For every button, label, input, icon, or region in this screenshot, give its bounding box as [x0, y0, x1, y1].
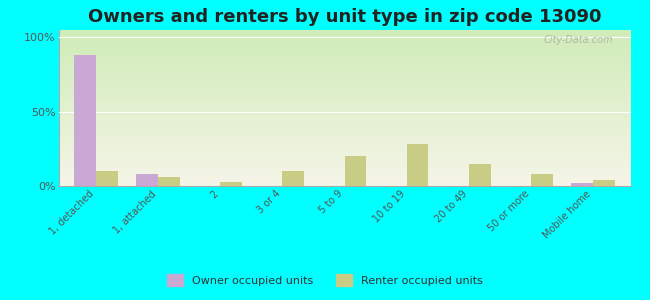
Bar: [531, 174, 552, 186]
Bar: [344, 156, 366, 186]
Bar: [136, 174, 158, 186]
Bar: [593, 180, 615, 186]
Bar: [469, 164, 491, 186]
Bar: [220, 182, 242, 186]
Bar: [74, 55, 96, 186]
Bar: [282, 171, 304, 186]
Legend: Owner occupied units, Renter occupied units: Owner occupied units, Renter occupied un…: [161, 269, 489, 291]
Bar: [96, 171, 118, 186]
Bar: [407, 144, 428, 186]
Bar: [571, 183, 593, 186]
Text: City-Data.com: City-Data.com: [543, 35, 614, 45]
Bar: [158, 177, 180, 186]
Title: Owners and renters by unit type in zip code 13090: Owners and renters by unit type in zip c…: [88, 8, 601, 26]
